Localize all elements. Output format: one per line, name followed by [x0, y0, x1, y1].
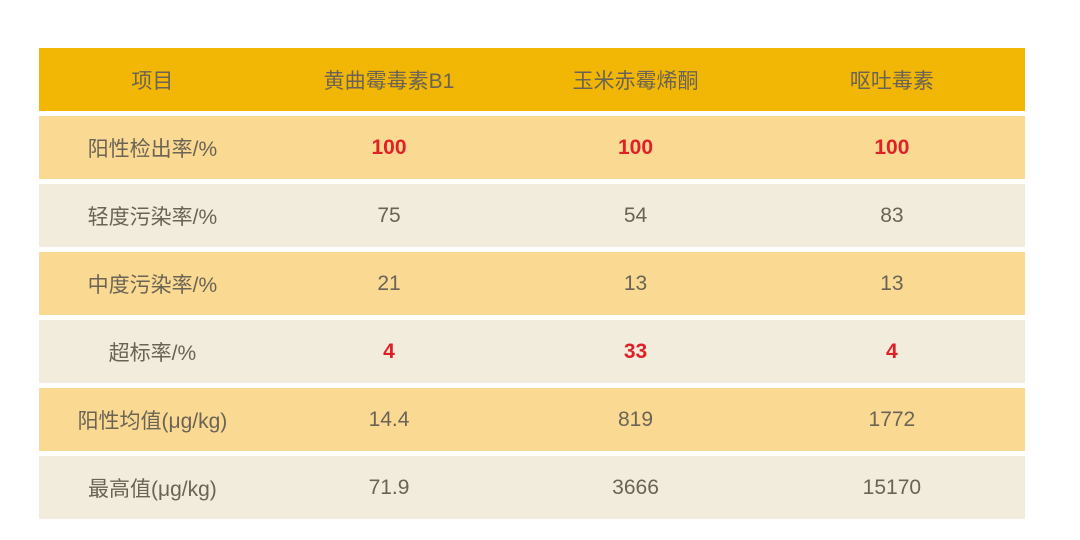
- column-header-zearalenone: 玉米赤霉烯酮: [512, 48, 759, 111]
- value-cell-emphasized: 100: [512, 116, 759, 179]
- value-cell: 14.4: [265, 388, 513, 451]
- value-cell: 54: [512, 184, 759, 247]
- table-row: 阳性检出率/% 100 100 100: [39, 116, 1025, 179]
- mycotoxin-table-container: 项目 黄曲霉毒素B1 玉米赤霉烯酮 呕吐毒素 阳性检出率/% 100 100 100 轻…: [39, 43, 1025, 524]
- row-label: 超标率/%: [39, 320, 266, 383]
- column-header-item: 项目: [39, 48, 266, 111]
- row-label: 阳性均值(μg/kg): [39, 388, 266, 451]
- value-cell: 1772: [758, 388, 1025, 451]
- row-label: 轻度污染率/%: [39, 184, 266, 247]
- column-header-vomitoxin: 呕吐毒素: [758, 48, 1025, 111]
- value-cell: 15170: [758, 456, 1025, 519]
- column-header-aflatoxin-b1: 黄曲霉毒素B1: [265, 48, 513, 111]
- table-header: 项目 黄曲霉毒素B1 玉米赤霉烯酮 呕吐毒素: [39, 48, 1025, 111]
- mycotoxin-contamination-table: 项目 黄曲霉毒素B1 玉米赤霉烯酮 呕吐毒素 阳性检出率/% 100 100 100 轻…: [39, 43, 1025, 524]
- value-cell-emphasized: 100: [758, 116, 1025, 179]
- value-cell: 13: [758, 252, 1025, 315]
- table-row: 轻度污染率/% 75 54 83: [39, 184, 1025, 247]
- value-cell-emphasized: 4: [758, 320, 1025, 383]
- value-cell: 75: [265, 184, 513, 247]
- table-row: 超标率/% 4 33 4: [39, 320, 1025, 383]
- value-cell-emphasized: 33: [512, 320, 759, 383]
- value-cell: 13: [512, 252, 759, 315]
- table-body: 阳性检出率/% 100 100 100 轻度污染率/% 75 54 83 中度污染率/% 21 13…: [39, 116, 1025, 519]
- row-label: 最高值(μg/kg): [39, 456, 266, 519]
- value-cell: 819: [512, 388, 759, 451]
- table-row: 阳性均值(μg/kg) 14.4 819 1772: [39, 388, 1025, 451]
- value-cell: 71.9: [265, 456, 513, 519]
- header-row: 项目 黄曲霉毒素B1 玉米赤霉烯酮 呕吐毒素: [39, 48, 1025, 111]
- row-label: 中度污染率/%: [39, 252, 266, 315]
- row-label: 阳性检出率/%: [39, 116, 266, 179]
- value-cell: 21: [265, 252, 513, 315]
- value-cell-emphasized: 100: [265, 116, 513, 179]
- value-cell: 83: [758, 184, 1025, 247]
- value-cell-emphasized: 4: [265, 320, 513, 383]
- table-row: 最高值(μg/kg) 71.9 3666 15170: [39, 456, 1025, 519]
- value-cell: 3666: [512, 456, 759, 519]
- table-row: 中度污染率/% 21 13 13: [39, 252, 1025, 315]
